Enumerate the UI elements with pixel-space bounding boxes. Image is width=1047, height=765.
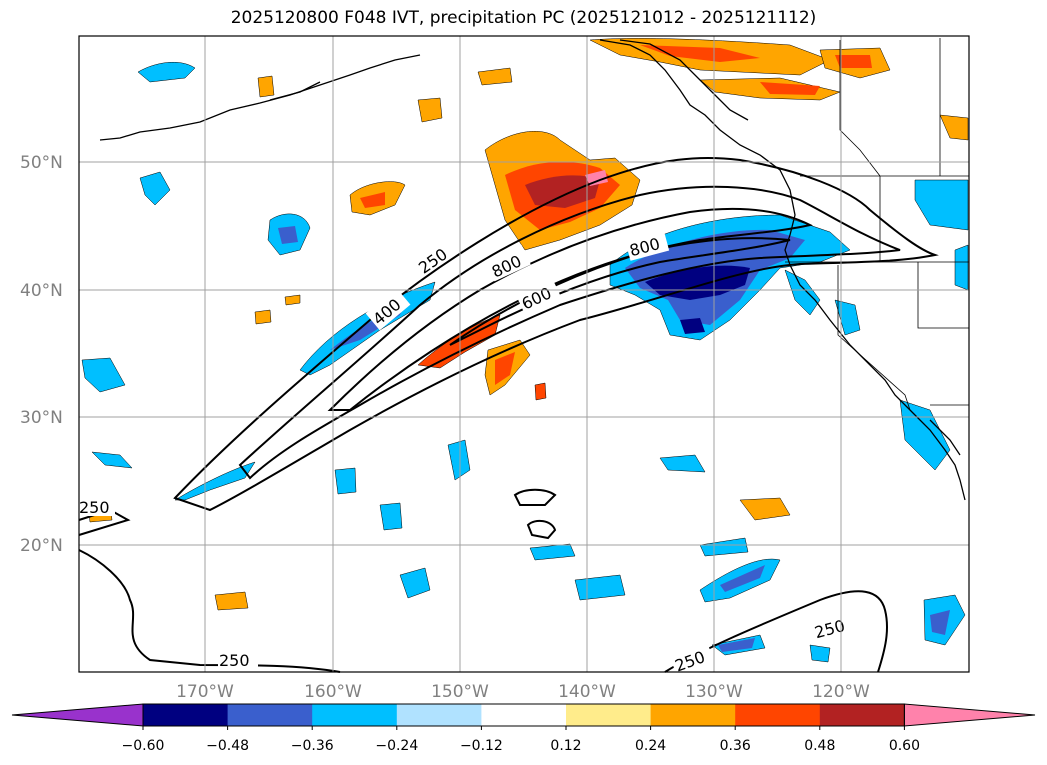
lon-label: 160°W bbox=[304, 682, 362, 702]
gridlines bbox=[79, 36, 969, 672]
colorbar-tick-label: −0.12 bbox=[460, 738, 503, 754]
colorbar-outline bbox=[142, 703, 905, 727]
latitude-labels: 50°N 40°N 30°N 20°N bbox=[20, 153, 63, 556]
lon-label: 150°W bbox=[431, 682, 489, 702]
colorbar-segment bbox=[227, 704, 313, 726]
colorbar-segment bbox=[312, 704, 398, 726]
map-frame bbox=[78, 35, 970, 673]
contour-label: 250 bbox=[79, 498, 110, 517]
colorbar-extend-high bbox=[903, 703, 1036, 727]
political-borders bbox=[785, 38, 969, 411]
colorbar-segment bbox=[396, 704, 482, 726]
lon-label: 120°W bbox=[812, 682, 870, 702]
colorbar-tick-label: 0.36 bbox=[720, 738, 751, 754]
colorbar-tick-label: −0.36 bbox=[291, 738, 334, 754]
colorbar-extend-low bbox=[11, 703, 144, 727]
colorbar-segment bbox=[143, 704, 229, 726]
colorbar-segment bbox=[819, 704, 905, 726]
lat-label: 40°N bbox=[20, 281, 63, 301]
map-title: 2025120800 F048 IVT, precipitation PC (2… bbox=[230, 8, 817, 28]
colorbar-tick-label: −0.24 bbox=[375, 738, 418, 754]
colorbar-segment bbox=[481, 704, 567, 726]
lat-label: 50°N bbox=[20, 153, 63, 173]
colorbar-tick-label: −0.48 bbox=[206, 738, 249, 754]
colorbar-segment bbox=[566, 704, 652, 726]
lat-label: 20°N bbox=[20, 536, 63, 556]
colorbar-segment bbox=[735, 704, 821, 726]
lon-label: 140°W bbox=[558, 682, 616, 702]
colorbar-tick-label: 0.60 bbox=[889, 738, 920, 754]
colorbar: −0.60 −0.48 −0.36 −0.24 −0.12 0.12 0.24 0.36 0.4… bbox=[11, 703, 1036, 754]
colorbar-segment bbox=[650, 704, 736, 726]
longitude-labels: 170°W 160°W 150°W 140°W 130°W 120°W bbox=[176, 682, 870, 702]
colorbar-tick-label: 0.48 bbox=[804, 738, 835, 754]
lon-label: 170°W bbox=[176, 682, 234, 702]
lat-label: 30°N bbox=[20, 408, 63, 428]
colorbar-tick-label: −0.60 bbox=[122, 738, 165, 754]
lon-label: 130°W bbox=[685, 682, 743, 702]
contour-label: 250 bbox=[219, 651, 250, 670]
colorbar-tick-label: 0.24 bbox=[635, 738, 666, 754]
map-panel: 250 400 800 800 600 250 250 250 250 bbox=[78, 35, 970, 677]
colorbar-tick-label: 0.12 bbox=[550, 738, 581, 754]
positive-pc-shading bbox=[87, 38, 969, 611]
